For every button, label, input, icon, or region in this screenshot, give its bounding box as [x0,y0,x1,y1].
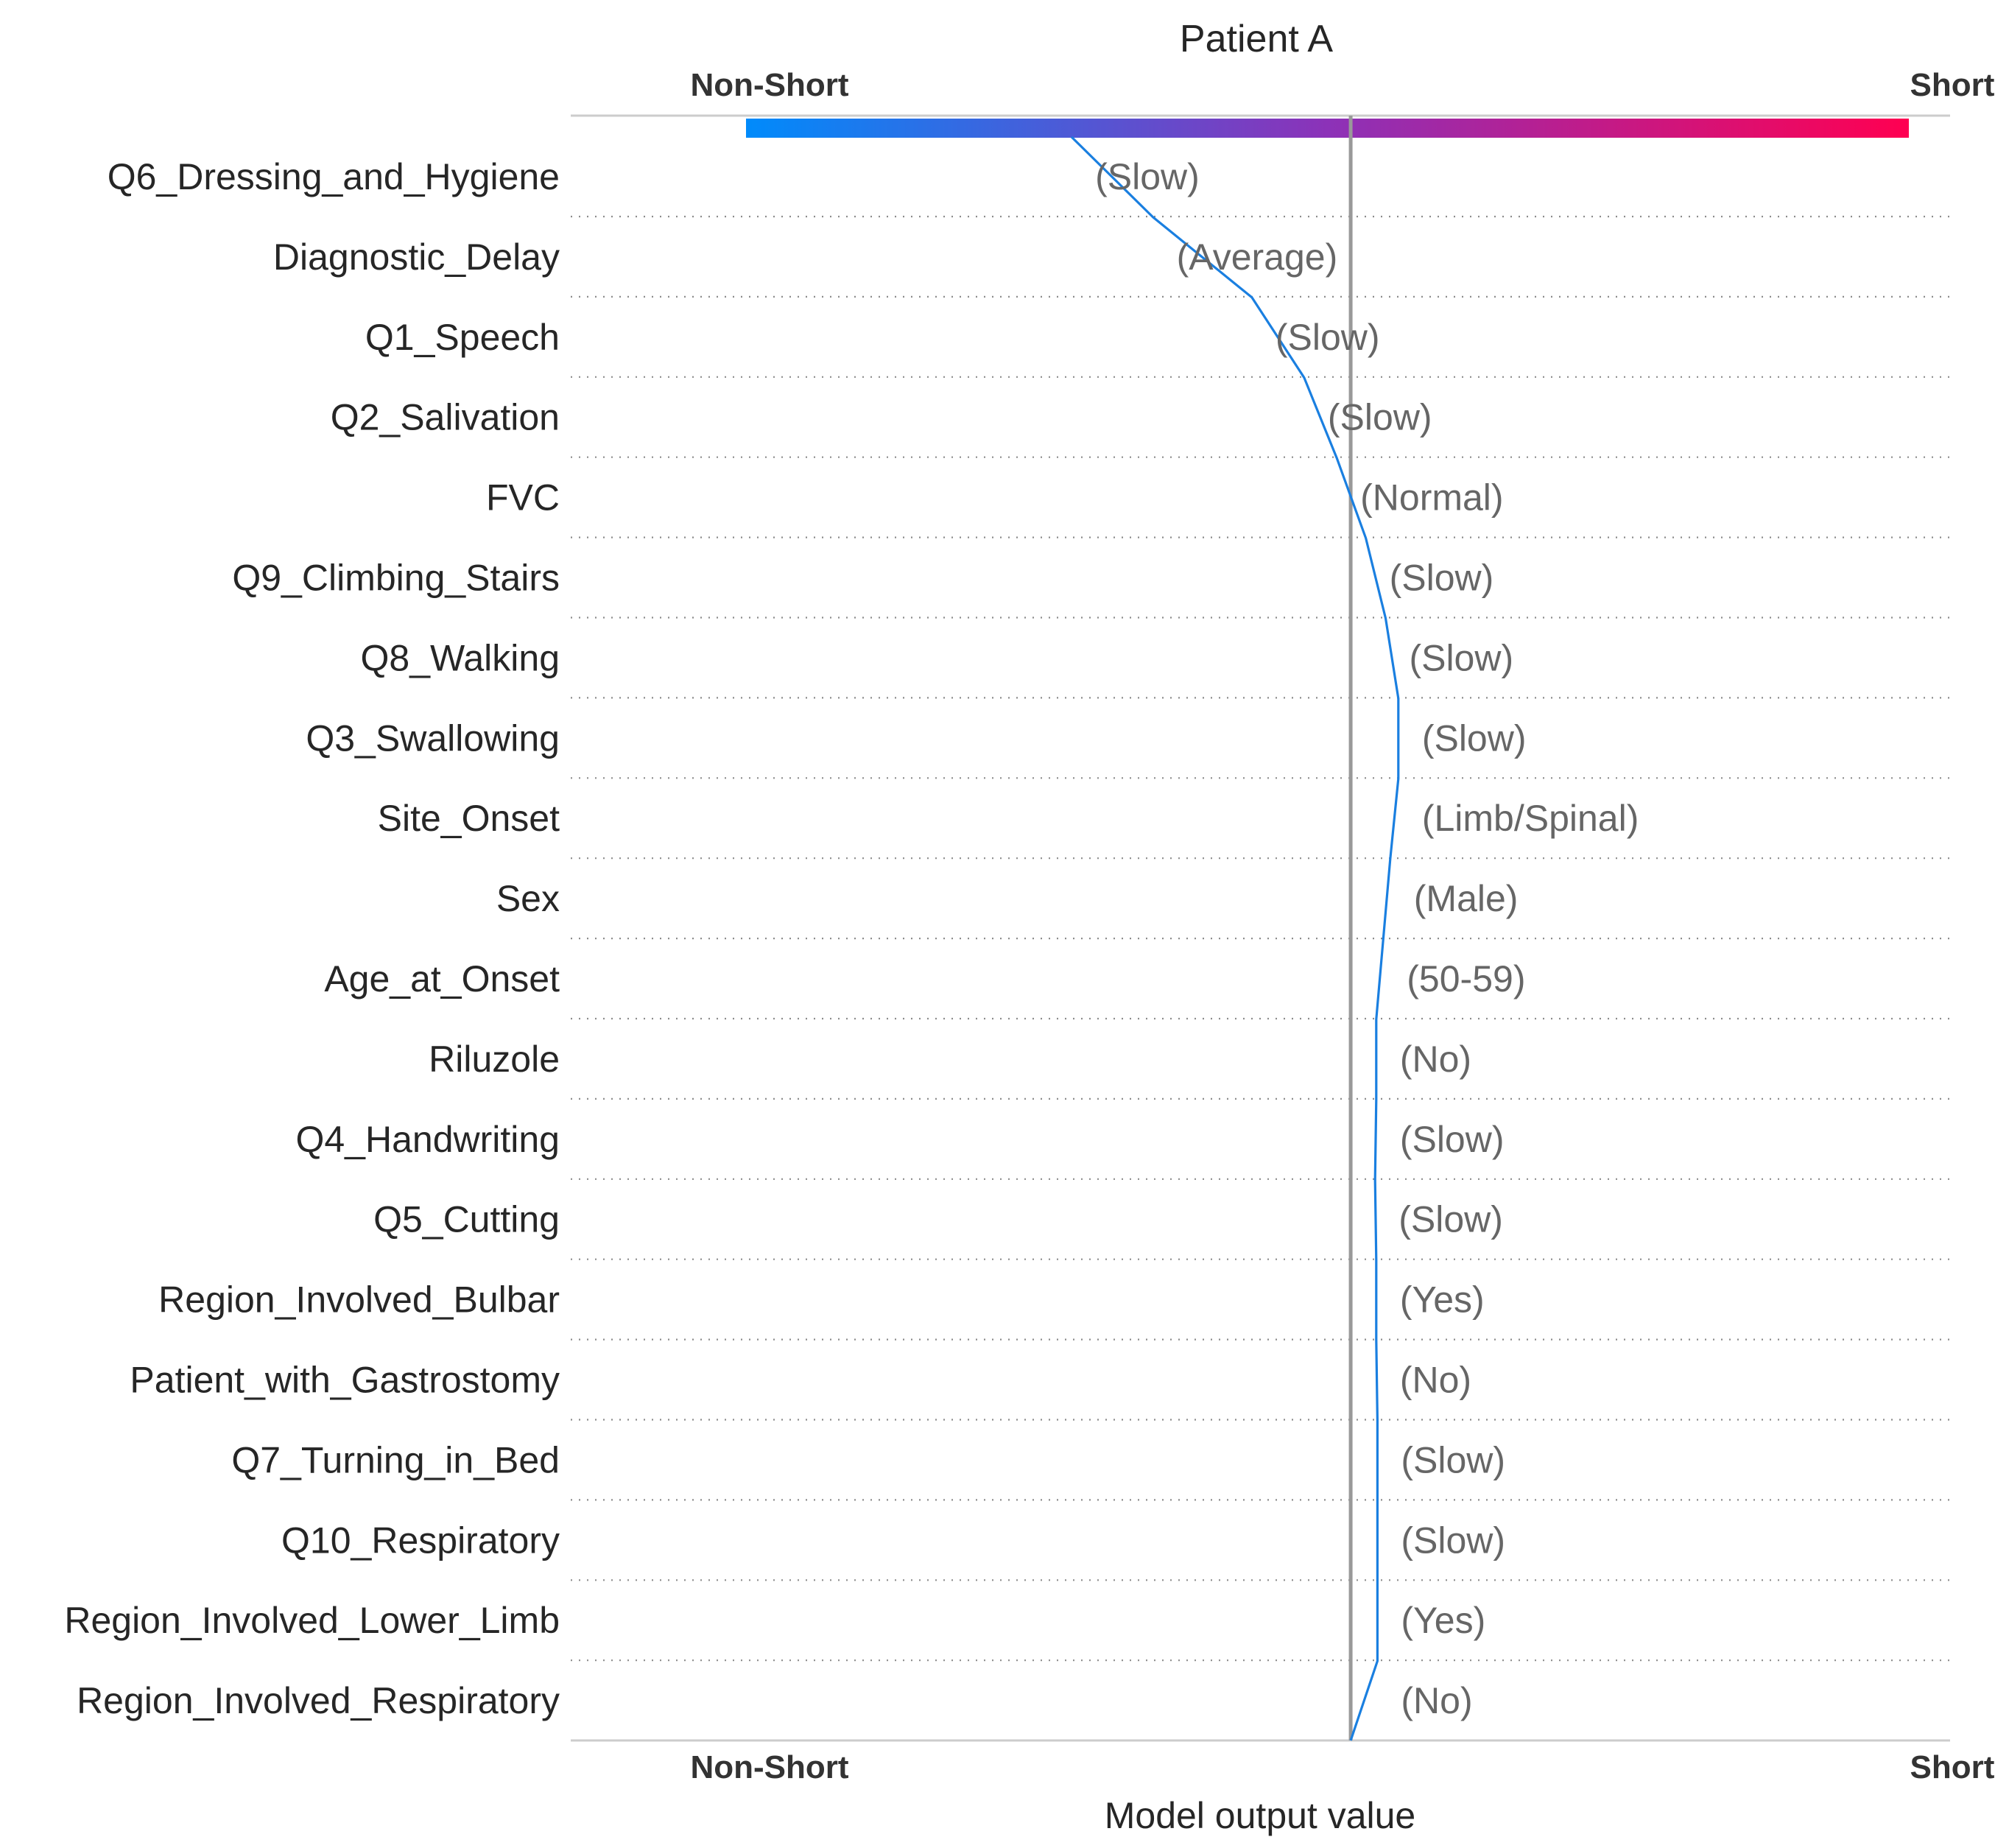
feature-label: Riluzole [429,1039,560,1080]
feature-value-label: (Slow) [1401,1439,1505,1480]
feature-value-label: (50-59) [1407,958,1525,999]
feature-value-label: (Slow) [1390,558,1494,599]
feature-value-label: (Slow) [1276,317,1380,358]
top-left-label: Non-Short [690,67,848,103]
feature-label: Patient_with_Gastrostomy [130,1360,560,1401]
feature-label: Region_Involved_Lower_Limb [64,1600,560,1641]
feature-label: Q4_Handwriting [295,1119,560,1160]
plot-area: Non-Short Short Non-Short Short Model output… [64,67,1994,1836]
chart-title: Patient A [1180,18,1333,60]
feature-value-label: (Normal) [1360,477,1503,519]
feature-value-label: (Male) [1414,878,1519,919]
output-colorbar [746,119,1909,138]
feature-label: Q8_Walking [361,637,560,678]
feature-value-label: (Average) [1177,236,1338,278]
feature-value-label: (Slow) [1095,156,1200,197]
feature-label: Q3_Swallowing [306,717,560,759]
x-axis-label: Model output value [1105,1795,1416,1836]
feature-label: Q7_Turning_in_Bed [231,1439,560,1480]
feature-label: Q9_Climbing_Stairs [232,558,560,599]
feature-label: Region_Involved_Respiratory [77,1680,560,1721]
feature-value-label: (No) [1400,1039,1471,1080]
feature-value-label: (Slow) [1328,397,1432,438]
feature-value-label: (No) [1401,1680,1472,1721]
feature-value-label: (Yes) [1401,1600,1485,1641]
feature-value-label: (Slow) [1398,1199,1503,1240]
feature-value-label: (Slow) [1409,637,1513,678]
feature-label: Sex [496,878,560,919]
feature-label: Region_Involved_Bulbar [158,1279,560,1321]
feature-label: Age_at_Onset [324,958,560,999]
bottom-right-label: Short [1910,1749,1995,1785]
decision-path-line [1070,136,1400,1741]
feature-label: Q2_Salivation [331,397,560,438]
bottom-left-label: Non-Short [690,1749,848,1785]
feature-value-label: (Yes) [1400,1279,1485,1321]
feature-value-label: (Slow) [1400,1119,1505,1160]
feature-value-label: (Slow) [1401,1519,1505,1561]
feature-label: Site_Onset [378,798,560,839]
feature-label: Diagnostic_Delay [273,236,560,278]
feature-label: Q10_Respiratory [281,1519,560,1561]
feature-value-label: (No) [1400,1360,1471,1401]
feature-label: Q1_Speech [365,317,560,358]
feature-label: Q6_Dressing_and_Hygiene [108,156,560,197]
feature-value-label: (Limb/Spinal) [1422,798,1639,839]
feature-label: FVC [486,477,560,519]
feature-value-label: (Slow) [1422,717,1527,759]
top-right-label: Short [1910,67,1995,103]
feature-label: Q5_Cutting [373,1199,560,1240]
